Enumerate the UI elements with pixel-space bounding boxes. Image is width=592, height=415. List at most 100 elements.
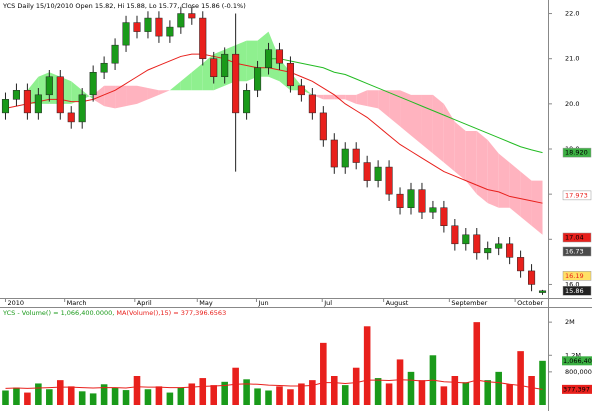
volume-bar: [473, 322, 481, 405]
candle-body: [275, 49, 284, 64]
cloud-segment: [443, 103, 455, 172]
volume-bar: [133, 376, 141, 405]
candle-body: [429, 207, 437, 213]
cloud-segment: [268, 31, 280, 82]
candle-body: [210, 58, 218, 78]
price-label: 16.19: [565, 272, 584, 280]
price-label: 16.73: [565, 247, 584, 255]
cloud-segment: [126, 85, 137, 107]
y-tick-label: 22.0: [565, 10, 579, 18]
moving-average: [5, 53, 543, 204]
cloud-segment: [356, 90, 368, 107]
volume-bar: [320, 342, 327, 405]
cloud-segment: [389, 90, 401, 127]
candle-body: [166, 26, 174, 37]
volume-bar: [385, 383, 393, 405]
cloud-segment: [367, 90, 379, 109]
volume-bar: [89, 393, 97, 405]
cloud-segment: [180, 72, 192, 91]
candle-body: [352, 148, 360, 163]
candle-body: [89, 71, 97, 96]
candle-body: [45, 76, 53, 96]
candle-body: [462, 234, 470, 245]
cloud-segment: [476, 130, 488, 204]
volume-bar: [484, 380, 492, 405]
y-tick-label: 16.0: [565, 280, 579, 288]
candle-body: [319, 112, 327, 141]
volume-bar: [506, 384, 513, 405]
y-tick-label: 1.2M: [565, 351, 581, 359]
cloud-segment: [531, 180, 543, 235]
volume-bar: [396, 359, 404, 405]
cloud-segment: [147, 88, 159, 100]
candle-body: [528, 270, 536, 285]
candle-body: [407, 189, 415, 208]
volume-bar: [462, 382, 470, 405]
cloud-segment: [378, 90, 390, 118]
volume-bar: [528, 376, 535, 405]
price-label-box: [562, 271, 592, 281]
volume-bar: [24, 392, 31, 405]
cloud-segment: [312, 94, 324, 100]
y-tick-label: 2M: [565, 318, 575, 326]
price-label-box: [562, 190, 592, 201]
candle-body: [1, 99, 10, 114]
volume-bar: [287, 389, 294, 405]
volume-bar: [517, 351, 524, 405]
candle-body: [396, 193, 404, 208]
y-tick-label: 20.0: [565, 100, 579, 108]
cloud-segment: [104, 85, 116, 109]
candle-body: [264, 49, 273, 68]
volume-label: 1,066,400: [563, 357, 592, 365]
volume-bar: [177, 387, 185, 405]
cloud-segment: [158, 90, 170, 95]
volume-bar: [56, 380, 64, 405]
volume-bar: [298, 383, 305, 405]
volume-bar: [232, 367, 239, 405]
volume-bar: [243, 379, 250, 405]
candle-body: [254, 67, 262, 91]
volume-ma-title: MA(Volume(),15) = 377,396.6563: [116, 309, 226, 317]
volume-bar: [330, 376, 338, 405]
volume-bar: [67, 386, 75, 405]
candle-body: [440, 207, 448, 227]
price-label: 17.04: [565, 233, 584, 241]
price-label: 17.973: [565, 191, 588, 199]
volume-label: 377,397: [563, 385, 590, 393]
volume-bar: [539, 360, 546, 405]
price-label-box: [562, 147, 592, 158]
chart-title: YCS Daily 15/10/2010 Open 15.82, Hi 15.8…: [2, 2, 246, 10]
volume-bar: [166, 392, 174, 405]
candle-body: [100, 62, 108, 73]
volume-bar: [210, 385, 218, 405]
volume-bar: [352, 367, 360, 405]
volume-bar: [199, 378, 207, 405]
cloud-segment: [520, 171, 532, 226]
price-label-box: [562, 232, 592, 243]
volume-label-box: [562, 384, 592, 394]
volume-bar: [155, 386, 163, 405]
x-tick-label: September: [451, 299, 487, 307]
price-label-box: [562, 286, 592, 296]
volume-bar: [418, 380, 426, 405]
cloud-segment: [411, 94, 422, 145]
volume-bar: [440, 386, 448, 405]
volume-bar: [276, 386, 283, 405]
candle-body: [243, 90, 251, 114]
volume-bar: [341, 385, 349, 405]
volume-bar: [46, 389, 53, 405]
volume-bar: [451, 376, 459, 405]
cloud-segment: [498, 153, 510, 208]
candle-body: [67, 112, 75, 123]
cloud-segment: [421, 94, 433, 154]
candle-body: [484, 248, 492, 254]
volume-bar: [2, 390, 9, 405]
candle-body: [473, 234, 481, 254]
candle-body: [111, 44, 119, 64]
volume-label-box: [562, 356, 592, 366]
cloud-segment: [432, 94, 444, 163]
volume-title: YCS - Volume() = 1,066,400.0000, MA(Volu…: [2, 309, 226, 317]
candle-body: [374, 166, 382, 181]
